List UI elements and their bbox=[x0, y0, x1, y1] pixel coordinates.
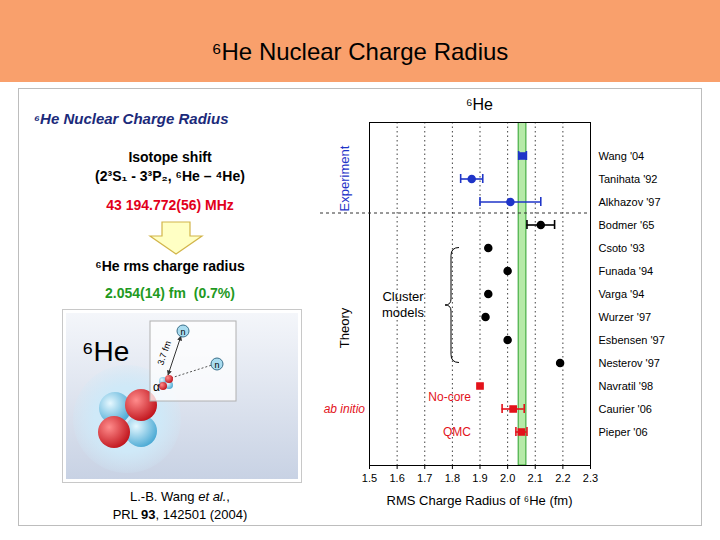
svg-text:Wang '04: Wang '04 bbox=[599, 150, 645, 162]
svg-text:1.9: 1.9 bbox=[472, 472, 487, 484]
svg-text:Pieper '06: Pieper '06 bbox=[599, 426, 648, 438]
svg-text:Alkhazov '97: Alkhazov '97 bbox=[599, 196, 661, 208]
svg-text:1.6: 1.6 bbox=[389, 472, 404, 484]
svg-text:ab initio: ab initio bbox=[324, 402, 366, 416]
svg-text:n: n bbox=[180, 327, 185, 337]
svg-text:Tanihata '92: Tanihata '92 bbox=[599, 173, 658, 185]
html-text:⁶He Nuclear Charge Radius: ⁶He Nuclear Charge Radius bbox=[34, 110, 229, 127]
svg-text:Experiment: Experiment bbox=[337, 145, 352, 211]
svg-text:1.8: 1.8 bbox=[445, 472, 460, 484]
svg-text:⁶He: ⁶He bbox=[82, 336, 129, 367]
html-text:⁶He rms charge radius: ⁶He rms charge radius bbox=[95, 258, 245, 274]
html-text:L.-B. Wang et al.,: L.-B. Wang et al., bbox=[130, 489, 230, 504]
svg-text:⁶He: ⁶He bbox=[466, 96, 493, 113]
svg-text:2.1: 2.1 bbox=[528, 472, 543, 484]
svg-text:Navratil '98: Navratil '98 bbox=[599, 380, 654, 392]
svg-text:Varga '94: Varga '94 bbox=[599, 288, 645, 300]
svg-text:Funada '94: Funada '94 bbox=[599, 265, 654, 277]
svg-text:1.7: 1.7 bbox=[417, 472, 432, 484]
svg-text:Nesterov '97: Nesterov '97 bbox=[599, 357, 660, 369]
svg-text:2.2: 2.2 bbox=[555, 472, 570, 484]
svg-text:Theory: Theory bbox=[337, 307, 352, 348]
svg-text:n: n bbox=[214, 360, 219, 370]
svg-text:QMC: QMC bbox=[443, 425, 471, 439]
html-text:43 194.772(56) MHz: 43 194.772(56) MHz bbox=[106, 197, 234, 213]
svg-text:No-core: No-core bbox=[428, 390, 471, 404]
svg-text:2.3: 2.3 bbox=[583, 472, 598, 484]
html-text:2.054(14) fm (0.7%): 2.054(14) fm (0.7%) bbox=[105, 285, 235, 301]
svg-text:3.7 fm: 3.7 fm bbox=[155, 340, 173, 367]
svg-text:Csoto '93: Csoto '93 bbox=[599, 242, 645, 254]
svg-text:Clustermodels: Clustermodels bbox=[382, 289, 424, 320]
html-text:⁶He Nuclear Charge Radius: ⁶He Nuclear Charge Radius bbox=[211, 38, 509, 65]
svg-text:Caurier '06: Caurier '06 bbox=[599, 403, 652, 415]
svg-text:1.5: 1.5 bbox=[362, 472, 377, 484]
svg-text:RMS Charge Radius of ⁶He (fm): RMS Charge Radius of ⁶He (fm) bbox=[387, 493, 573, 508]
svg-text:α: α bbox=[153, 380, 160, 394]
html-text:Isotope shift: Isotope shift bbox=[128, 149, 212, 165]
html-text:(2³S₁ - 3³P₂, ⁶He – ⁴He): (2³S₁ - 3³P₂, ⁶He – ⁴He) bbox=[95, 168, 245, 184]
svg-text:2.0: 2.0 bbox=[500, 472, 515, 484]
svg-text:Wurzer '97: Wurzer '97 bbox=[599, 311, 652, 323]
html-text:PRL 93, 142501 (2004): PRL 93, 142501 (2004) bbox=[112, 507, 248, 522]
svg-text:Bodmer '65: Bodmer '65 bbox=[599, 219, 655, 231]
svg-text:Esbensen '97: Esbensen '97 bbox=[599, 334, 665, 346]
